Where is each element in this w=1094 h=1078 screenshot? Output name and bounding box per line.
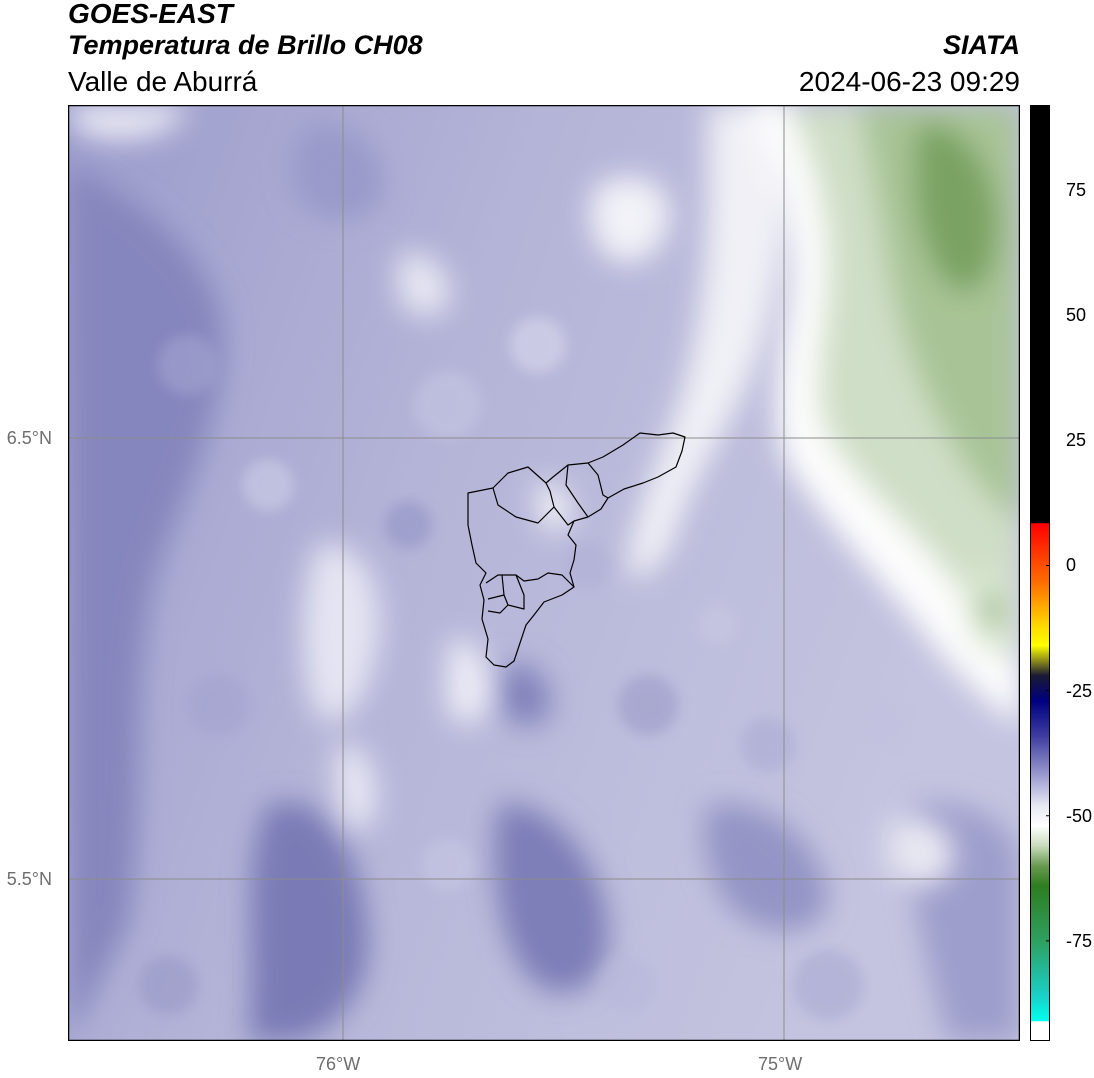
- map-frame: [68, 105, 1020, 1041]
- dry-air-field: [748, 105, 1020, 725]
- municipal-line-north: [492, 482, 555, 524]
- cold-cloud-field: [68, 123, 1020, 1041]
- lat-tick-label: 5.5°N: [6, 869, 52, 889]
- satellite-map: [68, 105, 1020, 1041]
- colorbar-gradient: [1030, 105, 1050, 1041]
- warm-clear-field: [68, 105, 954, 886]
- datetime-label: 2024-06-23 09:29: [798, 66, 1020, 97]
- region-label: Valle de Aburrá: [68, 66, 258, 97]
- colorbar-tick-label: -75: [1066, 930, 1093, 951]
- lon-tick-label: 76°W: [316, 1054, 361, 1074]
- organization-label: SIATA: [943, 30, 1020, 60]
- municipal-line-center: [485, 572, 575, 588]
- colorbar-tick-label: 0: [1066, 555, 1077, 576]
- aburra-valley-boundaries: [467, 432, 686, 668]
- lat-tick-label: 6.5°N: [6, 428, 52, 448]
- product-subtitle: Temperatura de Brillo CH08: [68, 30, 423, 60]
- colorbar-tick-label: 25: [1066, 430, 1087, 451]
- colorbar-tick-label: -50: [1066, 805, 1093, 826]
- colorbar-tick-label: 75: [1066, 180, 1087, 201]
- product-title: GOES-EAST: [68, 0, 233, 29]
- municipal-line-northeast: [553, 462, 609, 526]
- lon-tick-label: 75°W: [758, 1054, 803, 1074]
- valley-outer-boundary: [467, 432, 686, 668]
- colorbar: [1030, 105, 1050, 1041]
- cloud-texture: [138, 317, 918, 1021]
- municipal-line-medellin: [487, 574, 525, 614]
- colorbar-tick-label: -25: [1066, 680, 1093, 701]
- map-gridlines: [68, 105, 1020, 1041]
- colorbar-frame: [1030, 105, 1050, 1041]
- colorbar-tick-label: 50: [1066, 305, 1087, 326]
